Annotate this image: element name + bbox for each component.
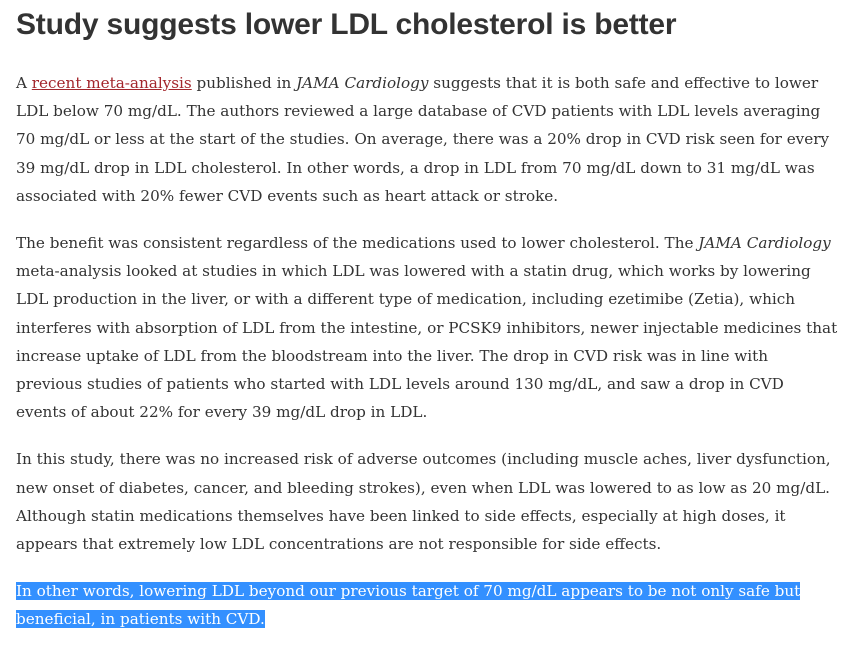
article: Study suggests lower LDL cholesterol is … [16, 0, 838, 634]
meta-analysis-link[interactable]: recent meta-analysis [31, 74, 192, 92]
article-title: Study suggests lower LDL cholesterol is … [16, 8, 677, 41]
paragraph-3: In this study, there was no increased ri… [16, 450, 831, 554]
paragraph-1-text-a: A [16, 74, 32, 92]
paragraph-1-text-b: published in [191, 74, 297, 92]
journal-name: JAMA Cardiology [698, 234, 831, 253]
journal-name: JAMA Cardiology [296, 74, 429, 92]
paragraph-2: The benefit was consistent regardless of… [16, 229, 838, 426]
selected-text[interactable]: In other words, lowering LDL beyond our … [16, 582, 801, 629]
paragraph-1: A recent meta-analysis published in JAMA… [16, 69, 838, 210]
paragraph-2-text-b: meta-analysis looked at studies in which… [16, 262, 838, 422]
paragraph-1-text-c: suggests that it is both safe and effect… [16, 74, 830, 205]
paragraph-4: In other words, lowering LDL beyond our … [16, 577, 838, 633]
paragraph-2-text-a: The benefit was consistent regardless of… [16, 234, 699, 253]
